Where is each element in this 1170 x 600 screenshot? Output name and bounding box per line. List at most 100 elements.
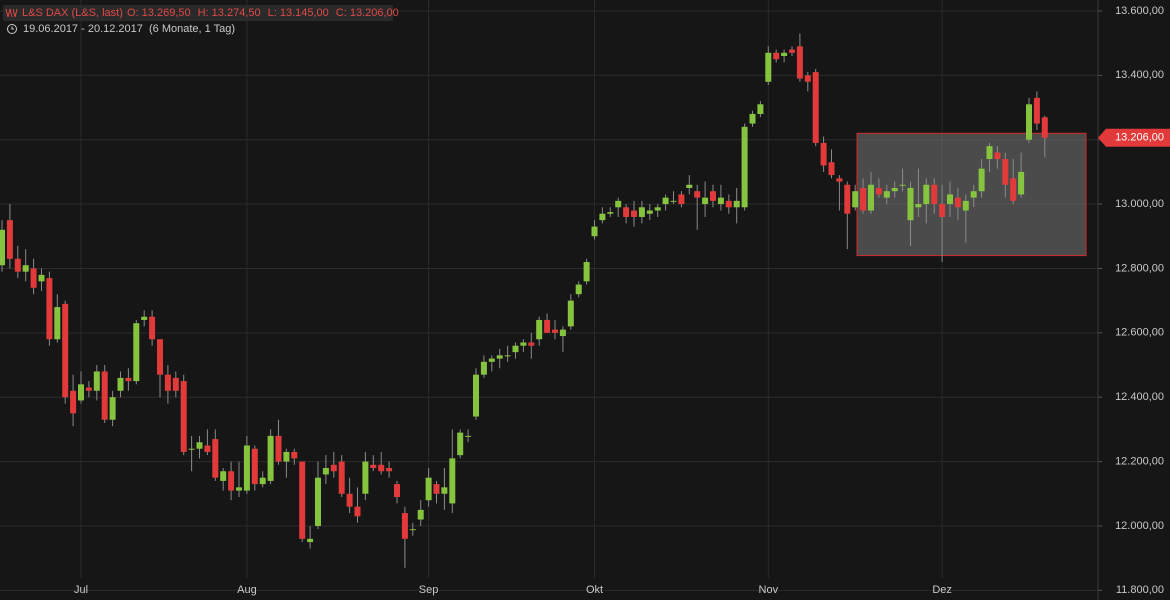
candle-body bbox=[488, 358, 495, 362]
candle-body bbox=[259, 477, 266, 485]
candle-body bbox=[1026, 104, 1032, 140]
candle-body bbox=[78, 384, 84, 401]
candle-body bbox=[804, 75, 811, 82]
candle-body bbox=[157, 339, 163, 375]
candle-body bbox=[299, 461, 306, 539]
candle-body bbox=[678, 194, 685, 205]
candle-body bbox=[30, 268, 37, 288]
candle-body bbox=[702, 197, 709, 205]
candle-body bbox=[425, 477, 432, 501]
candle-body bbox=[891, 187, 898, 192]
candle-body bbox=[354, 506, 361, 517]
candle-body bbox=[844, 184, 851, 214]
candle-body bbox=[757, 104, 764, 114]
candle-body bbox=[504, 355, 511, 357]
candle-body bbox=[62, 303, 69, 398]
candle-body bbox=[109, 397, 116, 420]
candle-body bbox=[828, 162, 835, 176]
candle-body bbox=[1018, 171, 1025, 195]
header-values: O: 13.269,50 H: 13.274,50 L: 13.145,00 C: 1… bbox=[127, 7, 399, 19]
candle-body bbox=[1041, 117, 1048, 138]
candle-body bbox=[394, 484, 400, 497]
candle-body bbox=[733, 200, 740, 208]
candle-body bbox=[931, 184, 938, 205]
candle-body bbox=[749, 113, 756, 124]
candle-body bbox=[101, 371, 108, 420]
candle-body bbox=[623, 207, 630, 217]
header-value: L: 13.145,00 bbox=[268, 7, 329, 19]
candle-body bbox=[370, 464, 377, 469]
candle-body bbox=[164, 374, 171, 391]
candle-body bbox=[1002, 159, 1009, 185]
period: (6 Monate, 1 Tag) bbox=[149, 23, 235, 35]
y-tick-label: 12.800,00 bbox=[1115, 262, 1164, 274]
candle-body bbox=[417, 509, 424, 520]
candle-body bbox=[567, 300, 574, 327]
x-tick-label: Okt bbox=[586, 584, 603, 596]
candle-body bbox=[954, 197, 961, 208]
candle-body bbox=[362, 461, 369, 494]
clock-hands bbox=[11, 26, 14, 30]
candle-body bbox=[117, 377, 124, 391]
candle-body bbox=[1010, 178, 1017, 201]
candle-body bbox=[1033, 97, 1040, 124]
candle-body bbox=[473, 374, 479, 417]
candle-body bbox=[496, 355, 503, 359]
candle-body bbox=[796, 46, 803, 79]
candle-body bbox=[441, 487, 448, 494]
candle-body bbox=[46, 278, 53, 340]
candle-body bbox=[204, 445, 211, 452]
candle-body bbox=[781, 52, 788, 57]
candle-body bbox=[449, 458, 456, 504]
candle-body bbox=[907, 187, 914, 221]
candle-body bbox=[291, 451, 298, 459]
candle-body bbox=[401, 513, 408, 539]
y-tick-label: 12.400,00 bbox=[1115, 391, 1164, 403]
x-tick-label: Dez bbox=[932, 584, 952, 596]
candle-body bbox=[520, 342, 527, 346]
candle-body bbox=[322, 468, 329, 475]
candle-body bbox=[670, 200, 677, 202]
candle-body bbox=[970, 191, 977, 198]
candle-body bbox=[615, 200, 622, 208]
x-tick-label: Aug bbox=[237, 584, 257, 596]
candle-body bbox=[947, 194, 953, 205]
candle-body bbox=[93, 371, 100, 391]
candle-body bbox=[188, 448, 195, 450]
candle-body bbox=[978, 168, 985, 192]
candle-body bbox=[212, 439, 219, 478]
y-tick-label: 11.800,00 bbox=[1116, 584, 1164, 596]
candle-body bbox=[868, 184, 874, 211]
candle-body bbox=[741, 126, 748, 208]
date-range: 19.06.2017 - 20.12.2017 bbox=[23, 23, 143, 35]
y-tick-label: 12.000,00 bbox=[1115, 520, 1164, 532]
candle-body bbox=[875, 187, 882, 195]
candle-body bbox=[552, 329, 558, 333]
candle-body bbox=[860, 187, 867, 211]
header-value: C: 13.206,00 bbox=[336, 7, 399, 19]
candle-body bbox=[267, 435, 274, 481]
candle-body bbox=[54, 307, 61, 340]
candle-body bbox=[631, 210, 637, 217]
candle-body bbox=[6, 220, 13, 259]
candle-body bbox=[283, 451, 290, 462]
candle-body bbox=[14, 258, 21, 272]
candle-body bbox=[789, 49, 795, 53]
candle-body bbox=[196, 442, 203, 449]
candle-body bbox=[852, 191, 859, 208]
last-price-tag bbox=[1098, 128, 1170, 147]
instrument-title: L&S DAX (L&S, last) bbox=[22, 7, 123, 19]
candle-body bbox=[315, 477, 321, 526]
clock-icon bbox=[7, 24, 17, 34]
y-tick-label: 13.600,00 bbox=[1115, 5, 1164, 17]
candle-body bbox=[710, 191, 716, 201]
candle-body bbox=[22, 265, 29, 272]
candle-body bbox=[346, 493, 353, 507]
candle-body bbox=[172, 377, 179, 391]
candle-body bbox=[251, 448, 258, 485]
candle-body bbox=[765, 52, 772, 82]
candle-body bbox=[85, 387, 92, 391]
header-value: O: 13.269,50 bbox=[127, 7, 191, 19]
candle-body bbox=[962, 200, 969, 211]
candle-body bbox=[575, 284, 582, 295]
